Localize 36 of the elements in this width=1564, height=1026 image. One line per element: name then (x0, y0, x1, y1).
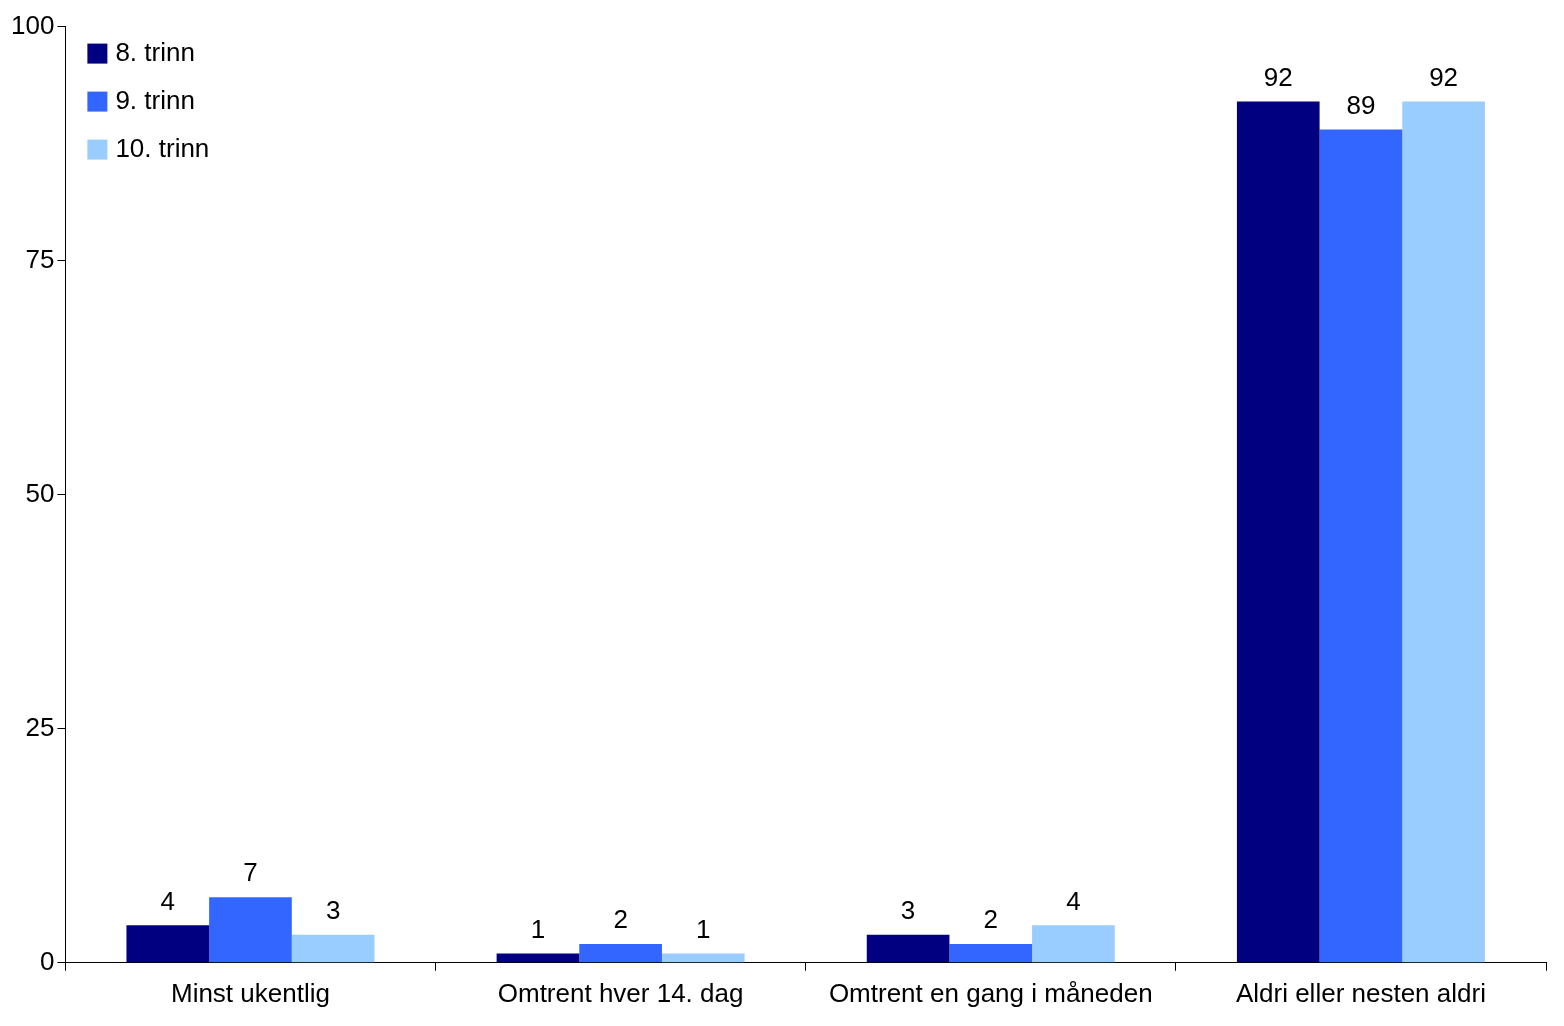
bar (496, 953, 580, 963)
y-tick-label: 0 (39, 945, 55, 976)
x-tick-label: Omtrent en gang i måneden (828, 977, 1153, 1008)
y-tick-label: 50 (25, 477, 55, 508)
data-label: 4 (1066, 885, 1081, 916)
data-label: 92 (1263, 61, 1293, 92)
legend-label: 9. trinn (115, 84, 195, 115)
data-label: 3 (900, 894, 916, 925)
data-label: 7 (243, 857, 258, 888)
x-tick-label: Minst ukentlig (170, 977, 330, 1008)
data-label: 1 (696, 913, 711, 944)
x-tick-label: Omtrent hver 14. dag (497, 977, 744, 1008)
bar (1236, 101, 1320, 963)
bar (1032, 925, 1115, 963)
legend-label: 10. trinn (115, 132, 210, 163)
bar (866, 934, 950, 963)
data-label: 2 (983, 904, 998, 935)
bar (209, 897, 292, 963)
data-label: 2 (613, 904, 628, 935)
bar (579, 944, 662, 963)
bar (949, 944, 1033, 963)
x-tick-label: Aldri eller nesten aldri (1235, 977, 1486, 1008)
bar (661, 953, 745, 963)
y-tick-label: 25 (25, 711, 55, 742)
data-label: 1 (530, 913, 546, 944)
bar (1319, 129, 1403, 963)
data-label: 3 (325, 894, 341, 925)
data-label: 92 (1429, 61, 1459, 92)
bar (291, 934, 375, 963)
data-label: 89 (1346, 89, 1376, 120)
y-tick-label: 100 (10, 9, 55, 40)
bar (1402, 101, 1485, 963)
legend-label: 8. trinn (115, 36, 195, 67)
y-tick-label: 75 (25, 243, 55, 274)
data-label: 4 (160, 885, 176, 916)
bar (126, 925, 210, 963)
